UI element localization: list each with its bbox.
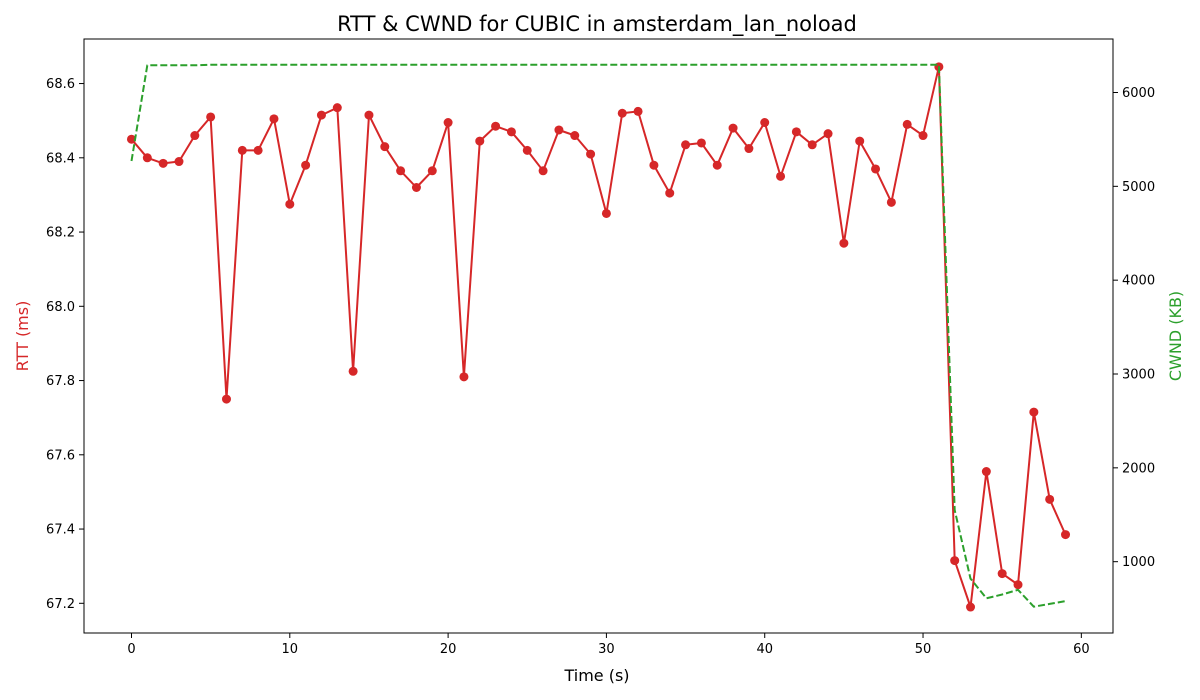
- x-tick-label: 30: [598, 642, 615, 657]
- rtt-point: [871, 164, 881, 174]
- plot-area: 0 10 20 30 40 50 60 67.2 67.4 67.6 67.8 68.0 68.2 68…: [46, 38, 1155, 657]
- y-axis-right-label: CWND (KB): [1166, 291, 1185, 381]
- rtt-point: [380, 142, 390, 152]
- y-left-tick-label: 68.4: [46, 151, 75, 166]
- rtt-point: [427, 166, 437, 176]
- rtt-point: [301, 160, 311, 170]
- rtt-point: [807, 140, 817, 150]
- y-left-tick-label: 68.6: [46, 77, 75, 92]
- rtt-point: [681, 140, 691, 150]
- y-axis-left: 67.2 67.4 67.6 67.8 68.0 68.2 68.4 68.6: [46, 77, 84, 612]
- x-tick-label: 20: [440, 642, 457, 657]
- y-right-tick-label: 6000: [1122, 86, 1155, 101]
- rtt-point: [174, 157, 184, 167]
- rtt-point: [364, 110, 374, 120]
- rtt-point: [902, 119, 912, 129]
- rtt-point: [332, 103, 342, 113]
- rtt-point: [1061, 530, 1071, 540]
- rtt-point: [617, 108, 627, 118]
- rtt-point: [839, 238, 849, 248]
- rtt-point: [776, 171, 786, 181]
- rtt-point: [459, 372, 469, 382]
- rtt-point: [760, 118, 770, 128]
- y-left-tick-label: 67.6: [46, 448, 75, 463]
- rtt-point: [744, 144, 754, 154]
- x-tick-label: 60: [1073, 642, 1090, 657]
- rtt-point: [586, 149, 596, 159]
- plot-frame: [83, 38, 1114, 634]
- rtt-point: [791, 127, 801, 137]
- rtt-point: [538, 166, 548, 176]
- rtt-point: [126, 134, 136, 144]
- rtt-point: [190, 131, 200, 141]
- rtt-point: [1029, 407, 1039, 417]
- rtt-point: [823, 129, 833, 139]
- x-tick-label: 10: [282, 642, 299, 657]
- rtt-point: [206, 112, 216, 122]
- rtt-point: [506, 127, 516, 137]
- rtt-point: [981, 467, 991, 477]
- y-right-tick-label: 2000: [1122, 461, 1155, 476]
- rtt-point: [728, 123, 738, 133]
- x-tick-label: 0: [127, 642, 135, 657]
- rtt-point: [316, 110, 326, 120]
- x-axis: 0 10 20 30 40 50 60: [127, 633, 1090, 657]
- rtt-point: [396, 166, 406, 176]
- y-right-tick-label: 4000: [1122, 274, 1155, 289]
- rtt-point: [696, 138, 706, 148]
- rtt-point: [601, 208, 611, 218]
- rtt-point: [918, 131, 928, 141]
- rtt-point: [237, 145, 247, 155]
- rtt-point: [665, 188, 675, 198]
- rtt-point: [285, 199, 295, 209]
- y-right-tick-label: 5000: [1122, 180, 1155, 195]
- rtt-point: [855, 136, 865, 146]
- rtt-point: [253, 145, 263, 155]
- rtt-point: [269, 114, 279, 124]
- rtt-point: [1045, 494, 1055, 504]
- rtt-point: [554, 125, 564, 135]
- cwnd-series-line: [130, 63, 1066, 608]
- rtt-point: [221, 394, 231, 404]
- rtt-point: [886, 197, 896, 207]
- rtt-point: [142, 153, 152, 163]
- y-axis-right: 1000 2000 3000 4000 5000 6000: [1113, 86, 1155, 570]
- rtt-point: [1013, 580, 1023, 590]
- rtt-point: [491, 121, 501, 131]
- x-tick-label: 40: [756, 642, 773, 657]
- rtt-series-line: [130, 65, 1067, 608]
- rtt-point: [522, 145, 532, 155]
- rtt-point: [443, 118, 453, 128]
- rtt-point: [475, 136, 485, 146]
- rtt-point: [997, 569, 1007, 579]
- chart-title: RTT & CWND for CUBIC in amsterdam_lan_no…: [337, 12, 857, 37]
- y-axis-left-label: RTT (ms): [13, 301, 32, 372]
- x-tick-label: 50: [915, 642, 932, 657]
- rtt-point: [570, 131, 580, 141]
- rtt-point: [712, 160, 722, 170]
- series-layer: [126, 62, 1071, 612]
- y-right-tick-label: 3000: [1122, 368, 1155, 383]
- rtt-point: [966, 602, 976, 612]
- y-left-tick-label: 67.2: [46, 597, 75, 612]
- rtt-point: [348, 366, 358, 376]
- rtt-point: [649, 160, 659, 170]
- rtt-point: [633, 106, 643, 116]
- y-left-tick-label: 67.8: [46, 374, 75, 389]
- rtt-point: [950, 556, 960, 566]
- x-axis-label: Time (s): [563, 666, 629, 685]
- y-left-tick-label: 68.0: [46, 300, 75, 315]
- y-left-tick-label: 67.4: [46, 523, 75, 538]
- rtt-point: [411, 183, 421, 192]
- y-right-tick-label: 1000: [1122, 555, 1155, 570]
- y-left-tick-label: 68.2: [46, 226, 75, 241]
- rtt-point: [158, 158, 168, 168]
